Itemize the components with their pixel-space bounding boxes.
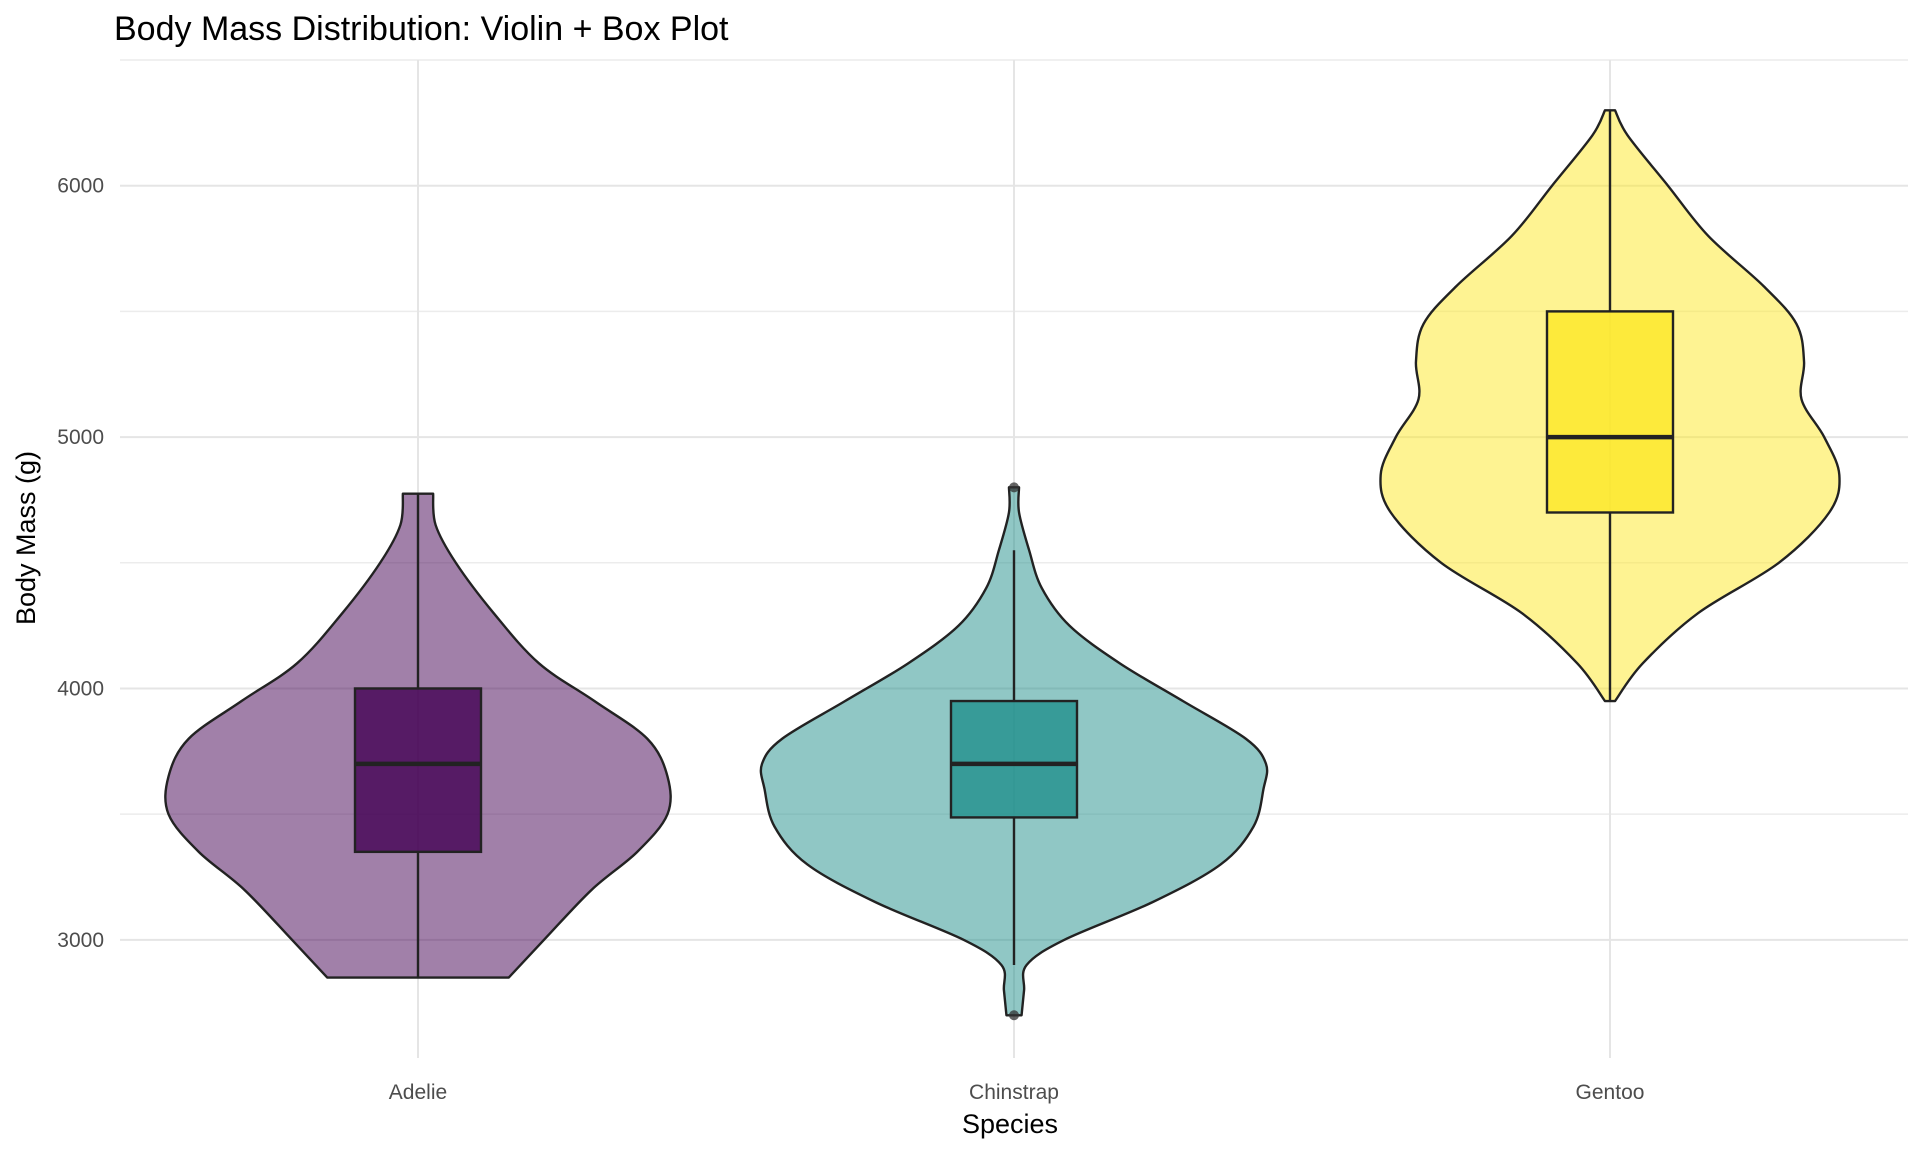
y-tick-label: 6000 xyxy=(57,175,104,198)
outlier-point xyxy=(1009,482,1019,493)
box-gentoo xyxy=(1545,310,1675,514)
boxes xyxy=(353,110,1675,1021)
x-tick-label: Chinstrap xyxy=(969,1081,1059,1104)
y-tick-label: 5000 xyxy=(57,426,104,449)
outlier-point xyxy=(1009,1010,1019,1021)
x-tick-label: Gentoo xyxy=(1576,1081,1645,1104)
y-tick-label: 4000 xyxy=(57,677,104,700)
chart-title: Body Mass Distribution: Violin + Box Plo… xyxy=(114,10,729,48)
y-axis-ticks: 3000 4000 5000 6000 xyxy=(57,175,104,952)
box-chinstrap xyxy=(949,699,1079,819)
violins xyxy=(164,109,1841,1017)
x-axis-title: Species xyxy=(962,1109,1058,1139)
x-tick-label: Adelie xyxy=(389,1081,447,1104)
box-adelie xyxy=(353,687,483,854)
x-axis-ticks: Adelie Chinstrap Gentoo xyxy=(389,1081,1645,1104)
y-axis-title: Body Mass (g) xyxy=(11,451,41,625)
y-tick-label: 3000 xyxy=(57,929,104,952)
